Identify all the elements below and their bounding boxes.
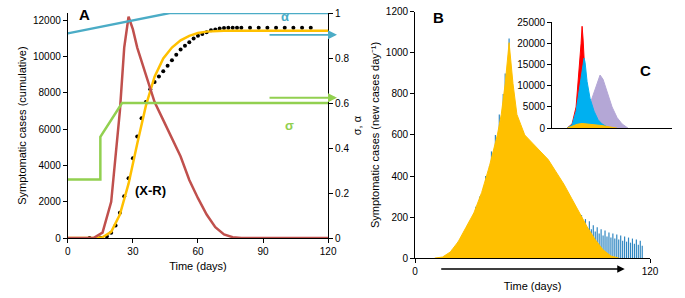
svg-text:30: 30 (127, 246, 139, 257)
svg-text:0: 0 (540, 123, 546, 134)
svg-text:25000: 25000 (517, 17, 545, 28)
svg-text:Symptomatic cases (new cases d: Symptomatic cases (new cases day⁻¹) (369, 42, 381, 228)
svg-text:10000: 10000 (33, 51, 61, 62)
svg-text:8000: 8000 (39, 87, 62, 98)
svg-text:0: 0 (335, 233, 341, 244)
svg-text:6000: 6000 (39, 124, 62, 135)
svg-text:0.8: 0.8 (335, 53, 349, 64)
svg-text:Time (days): Time (days) (504, 280, 562, 292)
svg-text:1200: 1200 (386, 6, 409, 17)
svg-text:1000: 1000 (386, 47, 409, 58)
svg-text:1: 1 (335, 8, 341, 19)
svg-text:10000: 10000 (517, 80, 545, 91)
svg-text:5000: 5000 (523, 101, 546, 112)
svg-text:120: 120 (642, 266, 659, 277)
svg-text:12000: 12000 (33, 15, 61, 26)
svg-text:Time (days): Time (days) (169, 260, 227, 272)
svg-text:0: 0 (412, 266, 418, 277)
svg-text:120: 120 (320, 246, 337, 257)
svg-text:60: 60 (192, 246, 204, 257)
svg-text:C: C (640, 62, 651, 79)
svg-text:A: A (79, 6, 90, 23)
svg-text:α: α (281, 9, 289, 24)
svg-text:0.2: 0.2 (335, 188, 349, 199)
svg-text:0.4: 0.4 (335, 143, 349, 154)
svg-text:4000: 4000 (39, 160, 62, 171)
svg-text:800: 800 (391, 88, 408, 99)
svg-text:0: 0 (403, 253, 409, 264)
svg-text:200: 200 (391, 212, 408, 223)
svg-text:20000: 20000 (517, 38, 545, 49)
svg-text:90: 90 (257, 246, 269, 257)
svg-text:(X-R): (X-R) (135, 183, 166, 198)
svg-text:0.6: 0.6 (335, 98, 349, 109)
svg-text:0: 0 (55, 233, 61, 244)
svg-text:Symptomatic cases (cumulative): Symptomatic cases (cumulative) (16, 46, 28, 204)
svg-text:0: 0 (65, 246, 71, 257)
svg-text:400: 400 (391, 171, 408, 182)
svg-text:600: 600 (391, 129, 408, 140)
svg-text:σ, α: σ, α (351, 115, 363, 135)
svg-text:B: B (433, 9, 444, 26)
svg-text:σ: σ (285, 118, 294, 133)
svg-text:15000: 15000 (517, 59, 545, 70)
svg-text:2000: 2000 (39, 196, 62, 207)
